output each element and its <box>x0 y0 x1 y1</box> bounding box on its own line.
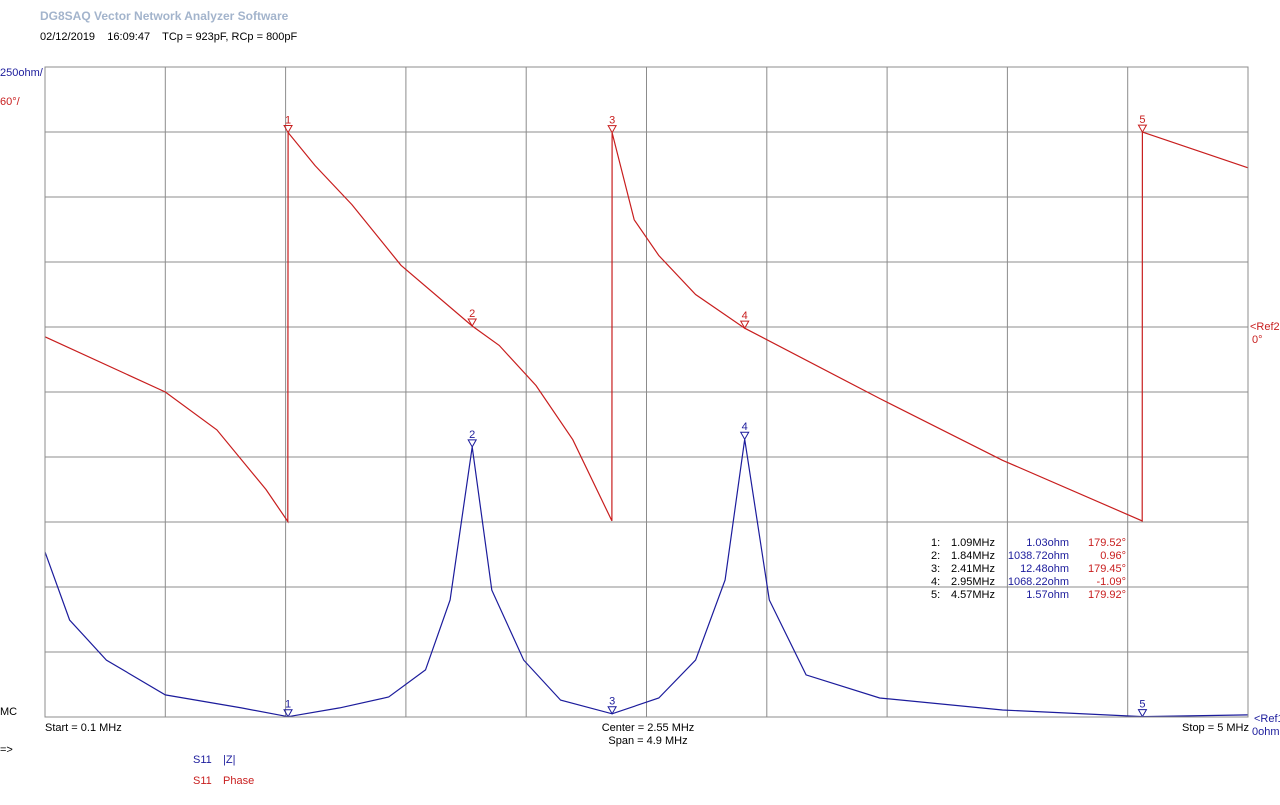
marker <box>739 320 750 330</box>
start-label: Start = 0.1 MHz <box>45 722 122 734</box>
marker <box>467 318 478 327</box>
marker <box>283 125 293 134</box>
marker-id: 1: <box>931 537 940 549</box>
marker-phase: -1.09° <box>1097 576 1126 588</box>
marker-freq: 1.09MHz <box>951 537 995 549</box>
marker-id: 4: <box>931 576 940 588</box>
legend-quantity: |Z| <box>223 754 235 766</box>
trace <box>44 130 1249 524</box>
trace <box>44 439 1249 718</box>
marker-phase: 179.45° <box>1088 563 1126 575</box>
stop-label: Stop = 5 MHz <box>1182 722 1249 734</box>
marker <box>283 709 293 718</box>
marker-label: 3 <box>609 696 615 708</box>
marker-label: 1 <box>285 114 291 126</box>
ref1-label: <Ref1 <box>1254 713 1280 725</box>
center-label: Center = 2.55 MHz <box>602 722 695 734</box>
marker-id: 2: <box>931 550 940 562</box>
marker-freq: 2.95MHz <box>951 576 995 588</box>
marker-label: 2 <box>469 308 475 320</box>
marker-id: 5: <box>931 589 940 601</box>
mode-label: MC <box>0 706 17 718</box>
marker-label: 1 <box>285 699 291 711</box>
marker-phase: 179.52° <box>1088 537 1126 549</box>
legend-name: S11 <box>193 754 212 766</box>
marker <box>607 125 617 134</box>
legend: S11 |Z| S11 Phase <box>193 754 254 787</box>
marker-label: 5 <box>1139 114 1145 126</box>
marker-z: 12.48ohm <box>1020 563 1069 575</box>
legend-name: S11 <box>193 775 212 787</box>
marker-z: 1.57ohm <box>1026 589 1069 601</box>
marker <box>467 439 478 448</box>
marker-z: 1038.72ohm <box>1008 550 1069 562</box>
marker-phase: 0.96° <box>1100 550 1126 562</box>
prompt: => <box>0 744 13 756</box>
marker-label: 4 <box>742 310 748 322</box>
app-title: DG8SAQ Vector Network Analyzer Software <box>40 9 289 23</box>
z-scale: 250ohm/ <box>0 67 44 79</box>
marker-table: 1: 1.09MHz 1.03ohm 179.52° 2: 1.84MHz 1038.72o… <box>931 537 1126 601</box>
legend-quantity: Phase <box>223 775 254 787</box>
marker-label: 4 <box>742 421 748 433</box>
marker-freq: 1.84MHz <box>951 550 995 562</box>
marker-z: 1.03ohm <box>1026 537 1069 549</box>
marker-phase: 179.92° <box>1088 589 1126 601</box>
marker-z: 1068.22ohm <box>1008 576 1069 588</box>
span-label: Span = 4.9 MHz <box>608 735 687 747</box>
plot-border <box>44 66 1249 718</box>
grid <box>44 66 1249 718</box>
phase-scale: 60°/ <box>0 96 21 108</box>
plot: 1 1 2 2 3 3 4 4 5 5 <box>44 66 1249 718</box>
marker-label: 3 <box>609 115 615 127</box>
marker-label: 2 <box>469 429 475 441</box>
marker <box>739 431 750 441</box>
marker <box>1137 124 1148 134</box>
ref2-label: <Ref2 <box>1250 321 1280 333</box>
info-line: 02/12/2019 16:09:47 TCp = 923pF, RCp = 8… <box>40 31 298 43</box>
ref2-value: 0° <box>1252 334 1263 346</box>
ref1-value: 0ohm <box>1252 726 1280 738</box>
marker-freq: 4.57MHz <box>951 589 995 601</box>
marker-freq: 2.41MHz <box>951 563 995 575</box>
marker <box>607 706 617 715</box>
marker <box>1137 709 1148 718</box>
marker-id: 3: <box>931 563 940 575</box>
marker-label: 5 <box>1139 698 1145 710</box>
